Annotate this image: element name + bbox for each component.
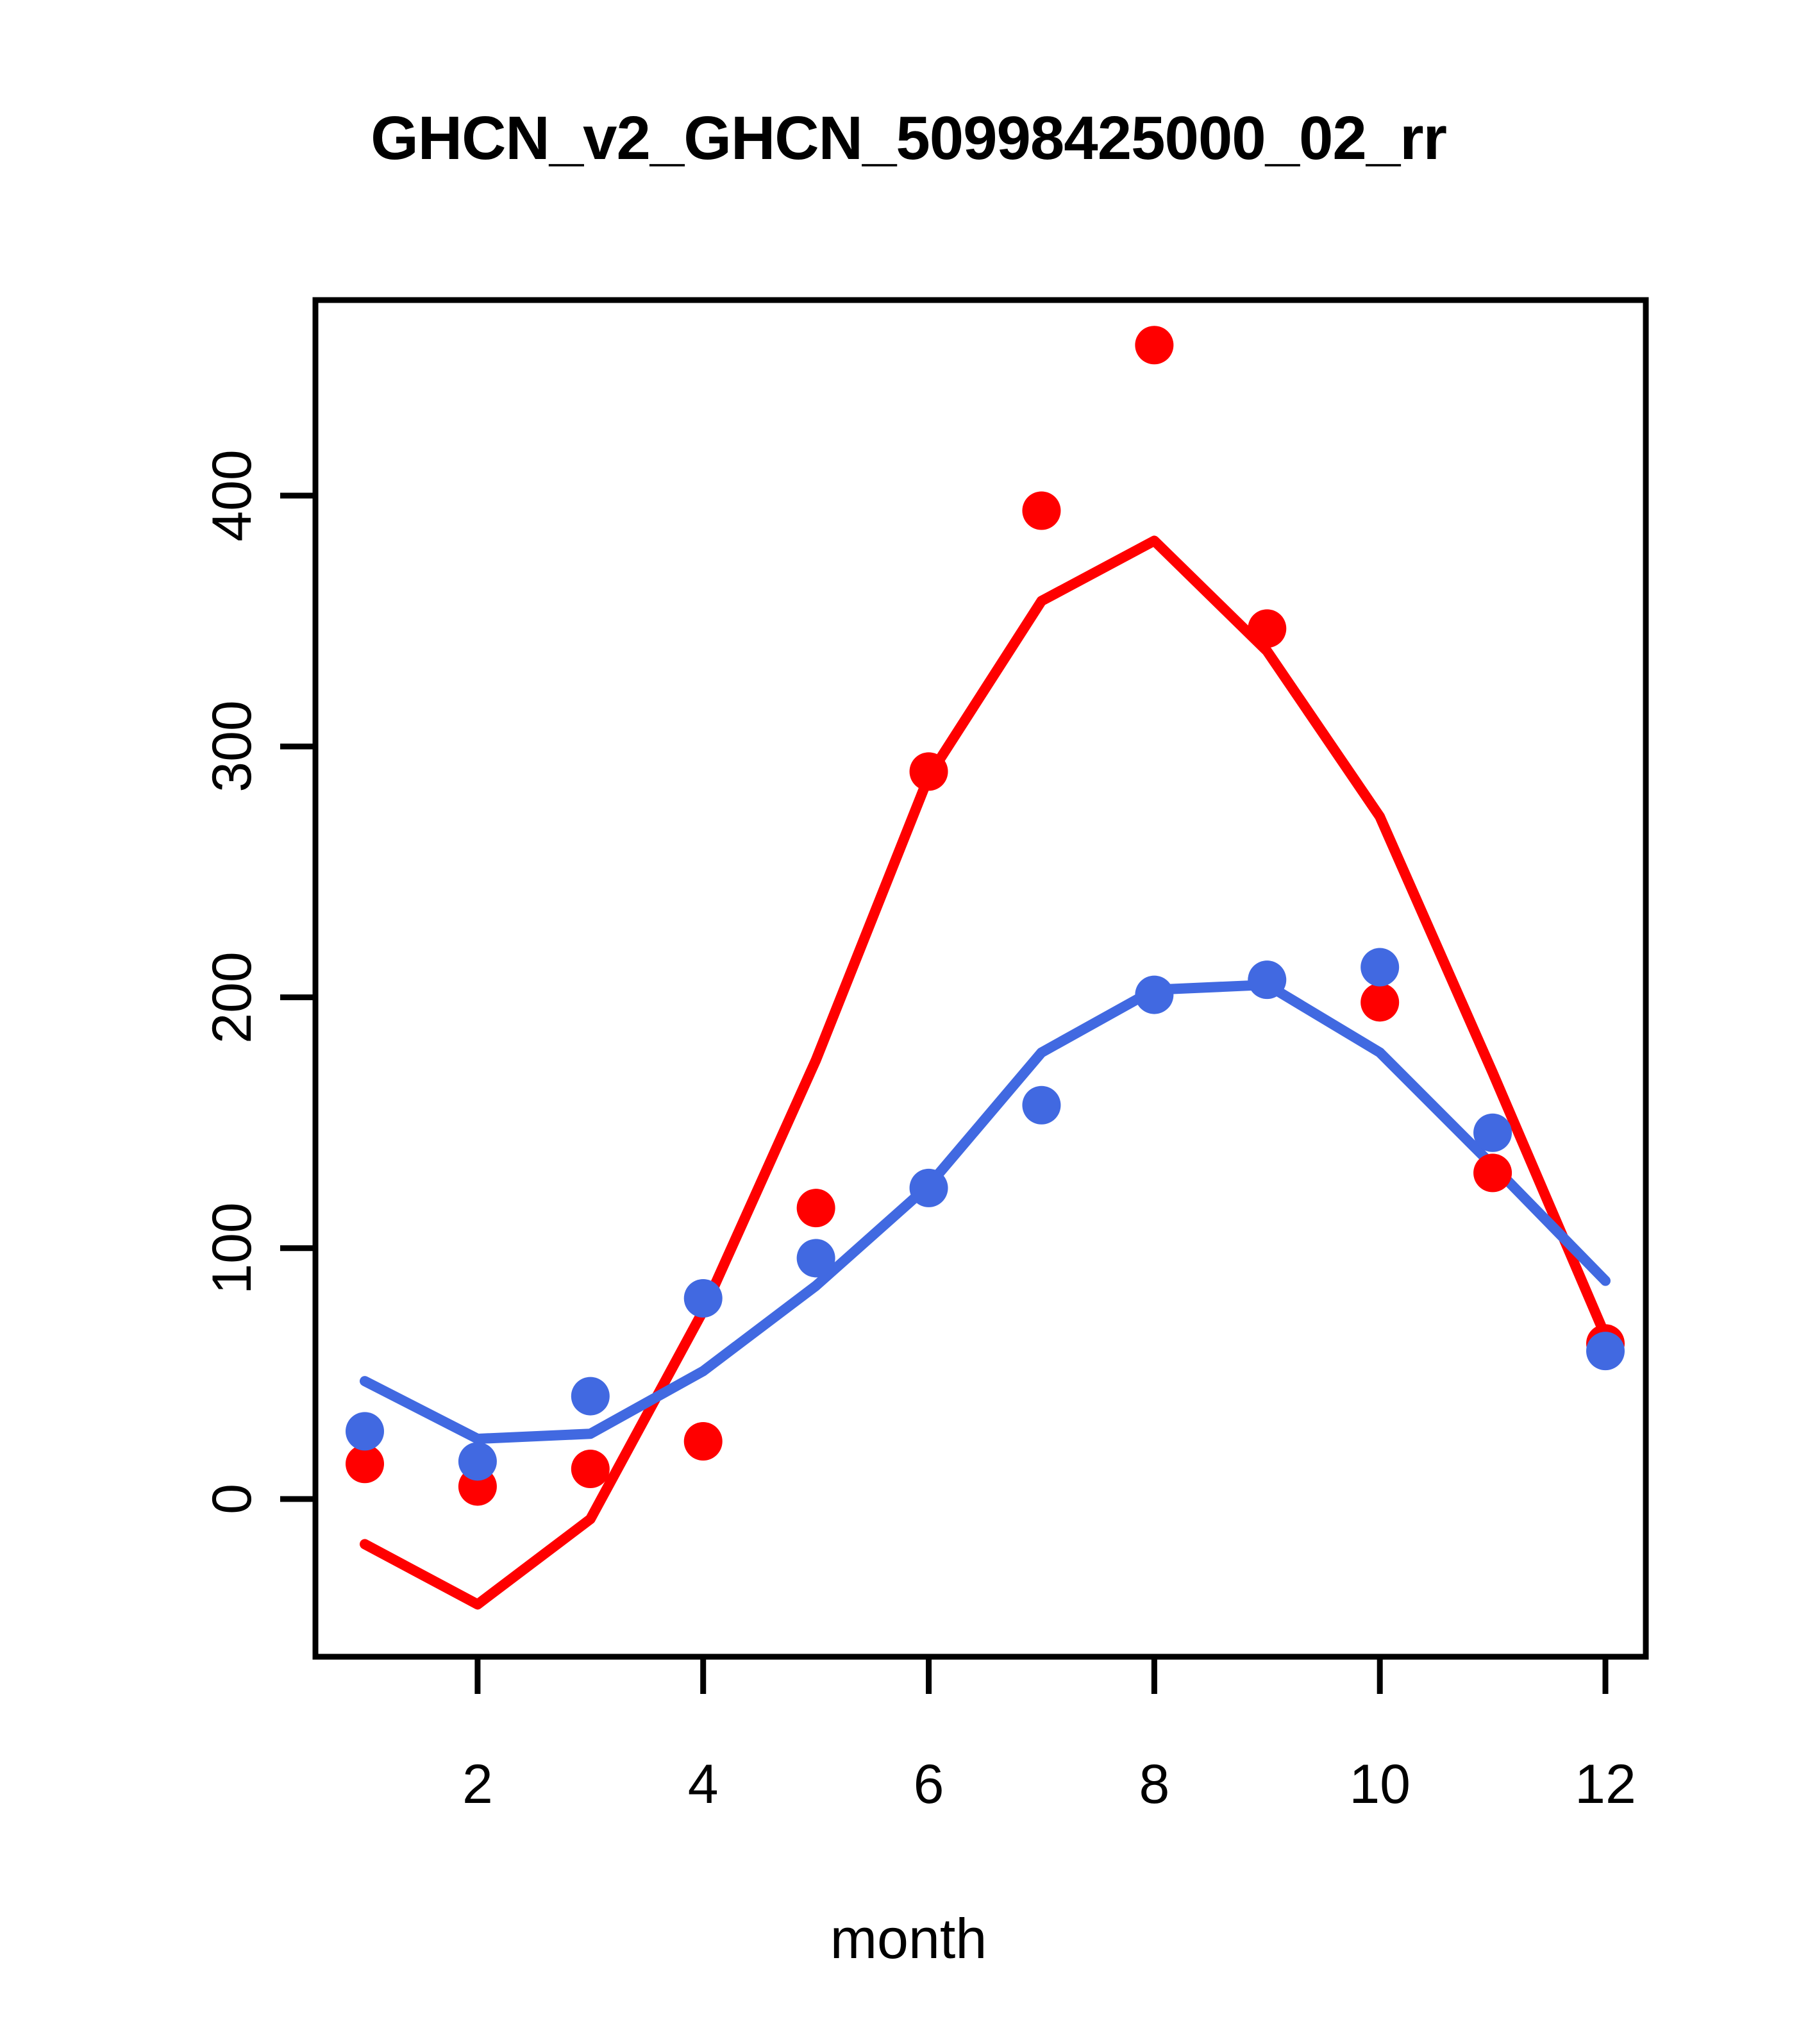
data-point-blue-points	[571, 1377, 610, 1416]
x-axis-ticks	[474, 1657, 1609, 1694]
data-point-blue-points	[1248, 960, 1287, 1000]
data-point-blue-points	[1361, 948, 1400, 987]
data-point-red-points	[346, 1445, 384, 1484]
series-line-red-line	[360, 535, 1611, 1610]
x-axis-tick-label: 8	[1139, 1754, 1170, 1815]
series-lines	[360, 535, 1611, 1610]
data-point-blue-points	[1135, 975, 1174, 1014]
y-axis-tick-label: 100	[201, 1202, 263, 1294]
data-point-red-points	[1135, 326, 1174, 365]
page-title: GHCN_v2_GHCN_50998425000_02_rr	[371, 104, 1447, 172]
data-point-blue-points	[683, 1279, 723, 1318]
data-point-blue-points	[909, 1168, 948, 1207]
series-line-blue-line	[360, 979, 1611, 1445]
data-point-blue-points	[458, 1442, 497, 1481]
data-point-red-points	[1248, 609, 1287, 648]
x-axis-tick-label: 10	[1349, 1754, 1411, 1815]
series-points	[346, 326, 1625, 1506]
data-point-red-points	[571, 1450, 610, 1489]
plot-frame	[312, 297, 1649, 1660]
y-axis-ticks	[280, 492, 315, 1502]
y-axis-tick-label: 300	[201, 700, 263, 793]
y-axis-tick-label: 0	[201, 1484, 263, 1514]
y-axis-tick-label: 200	[201, 951, 263, 1044]
data-point-blue-points	[1022, 1085, 1061, 1125]
data-point-blue-points	[1473, 1113, 1512, 1152]
y-axis-tick-label: 400	[201, 449, 263, 542]
data-point-blue-points	[346, 1412, 384, 1451]
x-axis-tick-label: 2	[462, 1754, 493, 1815]
data-point-red-points	[1022, 491, 1061, 530]
data-point-red-points	[909, 752, 948, 791]
data-point-blue-points	[1586, 1332, 1625, 1371]
x-axis-tick-label: 4	[687, 1754, 719, 1815]
x-axis-label: month	[830, 1907, 987, 1970]
data-point-red-points	[796, 1189, 835, 1228]
x-axis-tick-label: 12	[1575, 1754, 1636, 1815]
x-axis-tick-label: 6	[913, 1754, 944, 1815]
data-point-blue-points	[796, 1239, 835, 1278]
data-point-red-points	[683, 1422, 723, 1461]
data-point-red-points	[1361, 983, 1400, 1022]
data-point-red-points	[1473, 1153, 1512, 1193]
